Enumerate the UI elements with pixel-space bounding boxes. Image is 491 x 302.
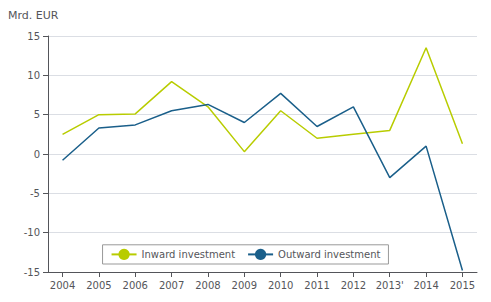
svg-text:Outward investment: Outward investment xyxy=(278,249,380,260)
svg-text:-5: -5 xyxy=(30,188,40,199)
svg-text:0: 0 xyxy=(34,149,40,160)
svg-text:Mrd. EUR: Mrd. EUR xyxy=(8,9,59,22)
svg-text:15: 15 xyxy=(27,31,40,42)
svg-text:-15: -15 xyxy=(24,267,40,278)
svg-text:2006: 2006 xyxy=(123,280,148,291)
svg-text:2010: 2010 xyxy=(268,280,293,291)
svg-text:2011: 2011 xyxy=(304,280,329,291)
svg-text:2005: 2005 xyxy=(86,280,111,291)
svg-text:-10: -10 xyxy=(24,227,40,238)
svg-text:2013': 2013' xyxy=(376,280,404,291)
svg-text:Inward investment: Inward investment xyxy=(142,249,236,260)
svg-text:2009: 2009 xyxy=(232,280,257,291)
svg-text:2007: 2007 xyxy=(159,280,184,291)
svg-text:2008: 2008 xyxy=(195,280,220,291)
svg-text:5: 5 xyxy=(34,109,40,120)
svg-text:2015: 2015 xyxy=(450,280,475,291)
svg-text:2014: 2014 xyxy=(413,280,438,291)
svg-text:10: 10 xyxy=(27,70,40,81)
svg-text:2004: 2004 xyxy=(50,280,75,291)
svg-text:2012: 2012 xyxy=(341,280,366,291)
